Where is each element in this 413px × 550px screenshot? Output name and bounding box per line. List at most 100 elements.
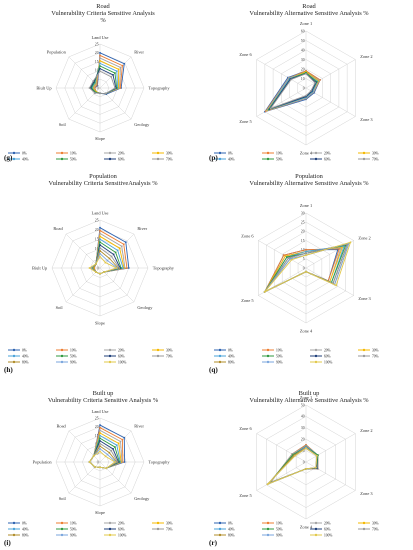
chart-title-line: Vulnerability Criteria Sensitive Analysi…	[51, 10, 155, 17]
legend-swatch-marker	[266, 348, 270, 352]
data-point	[315, 454, 318, 457]
legend-entry: 80%	[8, 360, 29, 364]
chart-title-line: Vulnerability Alternative Sensitive Anal…	[249, 397, 369, 404]
data-point	[266, 483, 269, 486]
axis-spoke	[258, 240, 307, 269]
tick-label: 25	[95, 218, 99, 222]
legend-swatch-marker	[266, 354, 270, 358]
legend-label: 50%	[276, 527, 283, 531]
tick-label: 20	[301, 67, 305, 71]
legend-entry: 40%	[8, 527, 29, 531]
legend-entry: 20%	[310, 521, 331, 525]
data-point	[99, 65, 101, 67]
legend-label: 70%	[372, 527, 379, 531]
legend-swatch-marker	[218, 533, 222, 537]
data-point	[305, 250, 307, 253]
legend-entry: 0%	[214, 348, 233, 352]
data-point	[305, 252, 307, 255]
legend-swatch-marker	[218, 360, 222, 364]
legend-swatch-marker	[218, 354, 222, 358]
panel-label: (h)	[4, 366, 13, 374]
data-point	[305, 254, 307, 257]
data-point	[94, 466, 96, 468]
legend-entry: 90%	[262, 533, 283, 537]
legend-entry: 20%	[310, 151, 331, 155]
legend-entry: 100%	[104, 360, 126, 364]
data-point	[115, 267, 118, 269]
tick-label: 20	[95, 51, 99, 55]
data-point	[99, 429, 101, 432]
category-label: River	[137, 226, 147, 231]
category-label: River	[134, 49, 144, 54]
data-point	[290, 258, 293, 261]
category-label: Geology	[134, 496, 150, 501]
axis-spoke	[65, 233, 101, 269]
legend-label: 50%	[276, 354, 283, 358]
data-point	[99, 434, 101, 437]
data-point	[99, 92, 101, 95]
legend-label: 80%	[228, 533, 235, 537]
legend-label: 20%	[324, 151, 331, 155]
legend-swatch-marker	[156, 157, 160, 161]
legend-swatch-marker	[12, 521, 16, 525]
legend-entry: 50%	[56, 354, 77, 358]
data-point	[294, 454, 297, 457]
legend-label: 90%	[276, 533, 283, 537]
tick-label: 15	[95, 238, 99, 242]
legend-entry: 0%	[8, 521, 27, 525]
legend-label: 60%	[324, 157, 331, 161]
category-label: Biult Up	[36, 86, 52, 91]
legend-entry: 50%	[56, 157, 77, 161]
legend-swatch-marker	[362, 157, 366, 161]
tick-label: 25	[95, 416, 99, 420]
legend-label: 50%	[70, 157, 77, 161]
data-point	[88, 87, 91, 89]
chart-title-line: Vulnerability Criteria SensitiveAnalysis…	[48, 180, 158, 187]
data-point	[117, 442, 120, 445]
tick-label: 50	[301, 403, 305, 407]
legend-entry: 0%	[8, 151, 27, 155]
legend-swatch-marker	[12, 527, 16, 531]
data-point	[290, 78, 293, 81]
data-point	[99, 432, 101, 434]
data-point	[121, 64, 124, 67]
legend-entry: 30%	[152, 151, 173, 155]
legend-swatch-marker	[12, 151, 16, 155]
legend-label: 70%	[166, 157, 173, 161]
legend-entry: 20%	[104, 151, 125, 155]
legend-label: 40%	[228, 354, 235, 358]
legend-label: 60%	[118, 527, 125, 531]
panel-label: (r)	[209, 539, 218, 547]
legend-swatch-marker	[156, 151, 160, 155]
legend-swatch-marker	[362, 521, 366, 525]
legend-swatch-marker	[108, 521, 112, 525]
legend-label: 50%	[70, 354, 77, 358]
legend-swatch-marker	[60, 521, 64, 525]
legend-label: 60%	[324, 354, 331, 358]
data-point	[99, 466, 101, 469]
axis-spoke	[256, 59, 307, 89]
legend-entry: 100%	[104, 533, 126, 537]
data-point	[104, 261, 107, 264]
data-point	[121, 438, 124, 441]
panel-label: (i)	[4, 539, 11, 547]
legend-entry: 0%	[8, 348, 27, 352]
data-point	[99, 238, 101, 241]
legend-entry: 30%	[152, 521, 173, 525]
data-point	[99, 67, 101, 70]
panel-label: (q)	[209, 366, 218, 374]
legend-swatch-marker	[60, 157, 64, 161]
legend-entry: 30%	[358, 151, 379, 155]
legend-entry: 20%	[310, 348, 331, 352]
category-label: Population	[47, 49, 67, 54]
legend-entry: 70%	[152, 354, 173, 358]
data-point	[103, 271, 105, 273]
legend-entry: 40%	[214, 527, 235, 531]
legend-swatch-marker	[314, 348, 318, 352]
legend-entry: 70%	[358, 527, 379, 531]
data-point	[305, 447, 307, 450]
legend-swatch-marker	[362, 151, 366, 155]
